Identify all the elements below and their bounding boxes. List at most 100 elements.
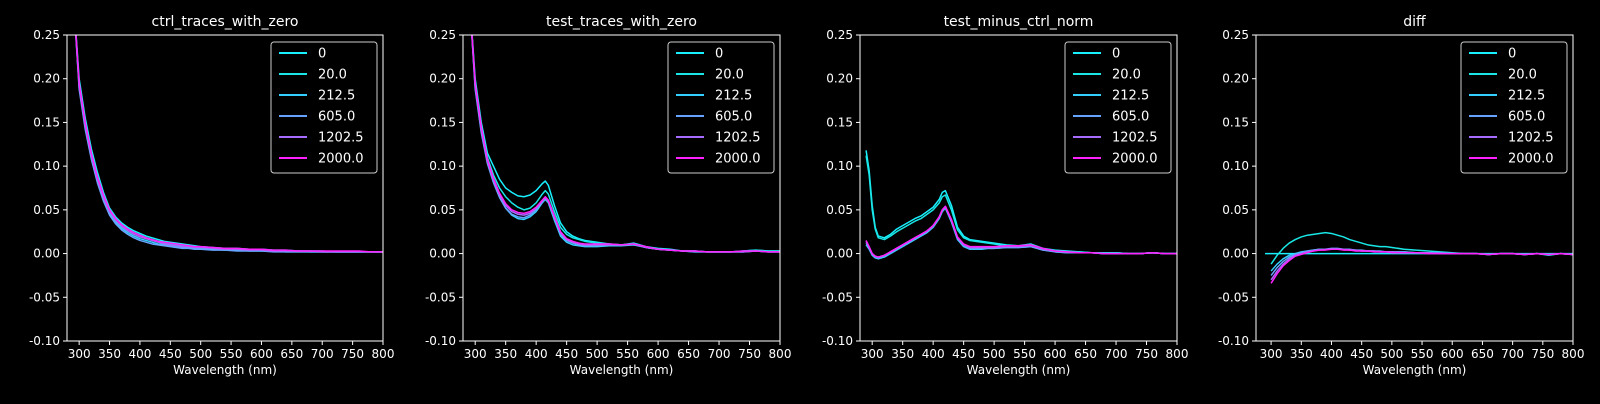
x-tick-label: 300 bbox=[1260, 347, 1283, 361]
y-tick-label: 0.05 bbox=[33, 203, 60, 217]
legend-label: 605.0 bbox=[715, 110, 752, 125]
chart-title: test_minus_ctrl_norm bbox=[944, 14, 1094, 30]
x-tick-label: 700 bbox=[311, 347, 334, 361]
legend: 0 20.0 212.5 605.0 1202.5 2000.0 bbox=[1460, 41, 1568, 174]
y-tick-label: 0.15 bbox=[429, 115, 456, 129]
x-tick-label: 400 bbox=[922, 347, 945, 361]
x-tick-label: 700 bbox=[708, 347, 731, 361]
x-tick-label: 800 bbox=[1166, 347, 1189, 361]
legend-label: 212.5 bbox=[1112, 89, 1149, 104]
series-line-2000_0 bbox=[471, 35, 780, 253]
x-axis-label: Wavelength (nm) bbox=[570, 363, 674, 377]
x-tick-label: 650 bbox=[1074, 347, 1097, 361]
x-tick-label: 500 bbox=[189, 347, 212, 361]
x-tick-label: 600 bbox=[1044, 347, 1067, 361]
x-tick-label: 300 bbox=[861, 347, 884, 361]
legend-label: 1202.5 bbox=[715, 131, 761, 146]
y-tick-label: -0.05 bbox=[425, 290, 456, 304]
x-tick-label: 800 bbox=[769, 347, 792, 361]
legend: 0 20.0 212.5 605.0 1202.5 2000.0 bbox=[270, 41, 378, 174]
legend-label: 1202.5 bbox=[318, 131, 364, 146]
x-tick-label: 650 bbox=[280, 347, 303, 361]
legend-label: 20.0 bbox=[715, 68, 744, 83]
series-line-212_5 bbox=[865, 207, 1177, 260]
legend-label: 2000.0 bbox=[1508, 152, 1554, 167]
y-tick-label: 0.00 bbox=[826, 247, 853, 261]
legend-label: 2000.0 bbox=[318, 152, 364, 167]
axes-frame bbox=[1255, 34, 1574, 342]
y-tick-label: 0.25 bbox=[826, 28, 853, 42]
x-tick-label: 700 bbox=[1501, 347, 1524, 361]
chart-panel-1: 300 350 400 450 500 550 600 650 700 750 800 -0.10 -0… bbox=[29, 14, 395, 377]
x-tick-label: 400 bbox=[1320, 347, 1343, 361]
y-tick-label: 0.25 bbox=[429, 28, 456, 42]
y-tick-label: -0.10 bbox=[1218, 334, 1249, 348]
y-tick-label: 0.15 bbox=[1222, 115, 1249, 129]
y-tick-label: -0.10 bbox=[29, 334, 60, 348]
series-group bbox=[865, 150, 1177, 260]
x-tick-label: 700 bbox=[1105, 347, 1128, 361]
y-tick-label: 0.05 bbox=[826, 203, 853, 217]
y-tick-label: -0.10 bbox=[822, 334, 853, 348]
x-tick-label: 600 bbox=[250, 347, 273, 361]
chart-title: ctrl_traces_with_zero bbox=[152, 14, 299, 30]
legend-label: 0 bbox=[318, 47, 326, 62]
x-axis-label: Wavelength (nm) bbox=[967, 363, 1071, 377]
legend-label: 20.0 bbox=[1112, 68, 1141, 83]
x-axis-label: Wavelength (nm) bbox=[173, 363, 277, 377]
series-line-1202_5 bbox=[865, 205, 1177, 258]
legend-label: 605.0 bbox=[1112, 110, 1149, 125]
series-line-2000_0 bbox=[865, 205, 1177, 258]
y-tick-label: 0.10 bbox=[33, 159, 60, 173]
legend-label: 2000.0 bbox=[715, 152, 761, 167]
legend-label: 1202.5 bbox=[1508, 131, 1554, 146]
x-tick-label: 550 bbox=[1411, 347, 1434, 361]
legend-label: 605.0 bbox=[1508, 110, 1545, 125]
x-tick-label: 350 bbox=[494, 347, 517, 361]
series-group bbox=[75, 35, 383, 253]
x-tick-label: 500 bbox=[586, 347, 609, 361]
y-tick-label: 0.15 bbox=[826, 115, 853, 129]
axes-frame bbox=[66, 34, 384, 342]
y-tick-label: 0.20 bbox=[429, 72, 456, 86]
x-tick-label: 450 bbox=[555, 347, 578, 361]
y-tick-label: -0.05 bbox=[1218, 290, 1249, 304]
y-tick-label: 0.20 bbox=[826, 72, 853, 86]
y-tick-label: 0.10 bbox=[1222, 159, 1249, 173]
legend-label: 0 bbox=[1508, 47, 1516, 62]
series-line-605_0 bbox=[75, 35, 383, 253]
x-tick-label: 350 bbox=[98, 347, 121, 361]
x-tick-label: 750 bbox=[341, 347, 364, 361]
legend-label: 20.0 bbox=[318, 68, 347, 83]
x-tick-label: 550 bbox=[220, 347, 243, 361]
y-tick-label: 0.05 bbox=[429, 203, 456, 217]
x-tick-label: 350 bbox=[891, 347, 914, 361]
y-tick-label: 0.10 bbox=[826, 159, 853, 173]
y-tick-label: 0.00 bbox=[1222, 247, 1249, 261]
legend-label: 1202.5 bbox=[1112, 131, 1158, 146]
x-axis-label: Wavelength (nm) bbox=[1363, 363, 1467, 377]
x-tick-label: 650 bbox=[677, 347, 700, 361]
legend-label: 20.0 bbox=[1508, 68, 1537, 83]
y-tick-label: -0.10 bbox=[425, 334, 456, 348]
legend-label: 212.5 bbox=[1508, 89, 1545, 104]
y-tick-label: 0.00 bbox=[33, 247, 60, 261]
series-line-2000_0 bbox=[1270, 248, 1573, 284]
legend-label: 2000.0 bbox=[1112, 152, 1158, 167]
y-tick-label: 0.25 bbox=[1222, 28, 1249, 42]
legend-label: 212.5 bbox=[318, 89, 355, 104]
series-line-605_0 bbox=[865, 206, 1177, 259]
x-tick-label: 500 bbox=[1380, 347, 1403, 361]
chart-title: diff bbox=[1403, 14, 1426, 30]
y-tick-label: 0.20 bbox=[1222, 72, 1249, 86]
y-tick-label: 0.00 bbox=[429, 247, 456, 261]
series-group bbox=[1265, 231, 1573, 284]
legend: 0 20.0 212.5 605.0 1202.5 2000.0 bbox=[1064, 41, 1172, 174]
y-tick-label: 0.05 bbox=[1222, 203, 1249, 217]
y-tick-label: 0.15 bbox=[33, 115, 60, 129]
axes-frame bbox=[859, 34, 1178, 342]
y-tick-label: 0.20 bbox=[33, 72, 60, 86]
chart-panel-2: 300 350 400 450 500 550 600 650 700 750 800 -0.10 -0… bbox=[425, 14, 792, 377]
x-tick-label: 800 bbox=[1562, 347, 1585, 361]
